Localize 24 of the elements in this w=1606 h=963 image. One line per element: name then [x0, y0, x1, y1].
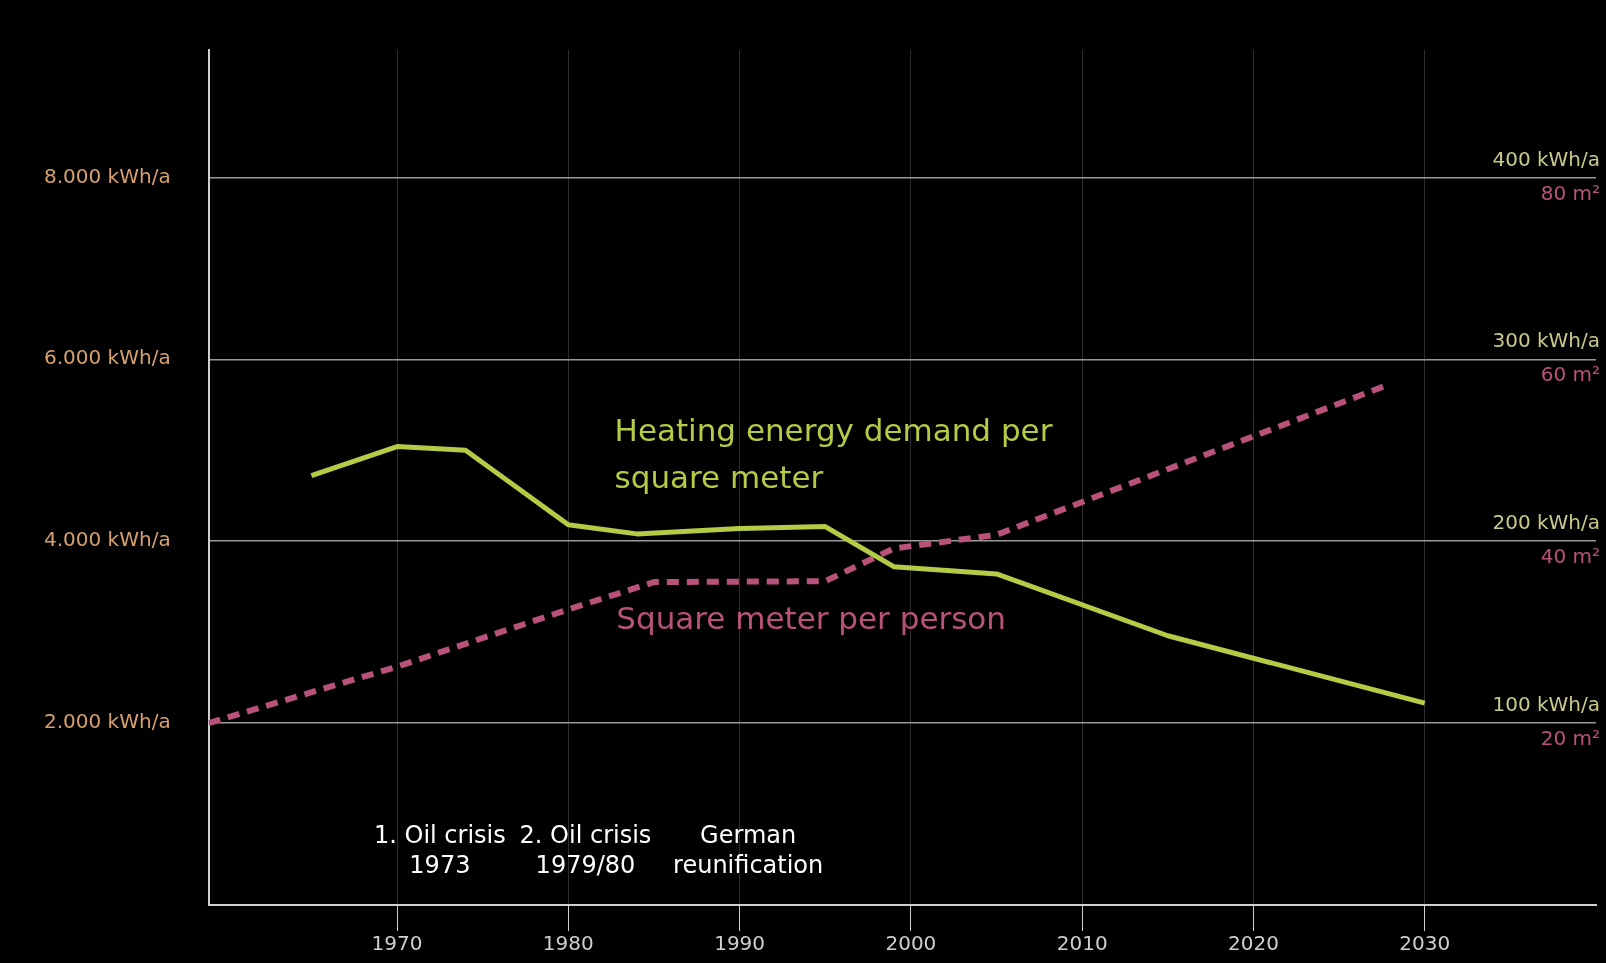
annotation: German reunification [673, 821, 824, 880]
y-tick-label: 2.000 kWh/a [44, 709, 171, 734]
annotation: 2. Oil crisis 1979/80 [519, 821, 652, 880]
x-tick-label: 2000 [885, 931, 937, 956]
x-tick-label: 2010 [1056, 931, 1108, 956]
y-tick-label: 8.000 kWh/a [44, 163, 171, 188]
y3-tick-label: 80 m² [1540, 180, 1600, 205]
series-label: Heating energy demand per square meter [614, 412, 1053, 496]
y3-tick-label: 20 m² [1540, 726, 1600, 751]
x-tick-label: 2030 [1399, 931, 1451, 956]
y2-tick-label: 300 kWh/a [1492, 328, 1600, 353]
y3-tick-label: 40 m² [1540, 544, 1600, 569]
x-tick-label: 1970 [371, 931, 423, 956]
y2-tick-label: 200 kWh/a [1492, 510, 1600, 535]
x-tick-label: 1980 [542, 931, 594, 956]
y-tick-label: 4.000 kWh/a [44, 527, 171, 552]
y2-tick-label: 400 kWh/a [1492, 146, 1600, 171]
y-tick-label: 6.000 kWh/a [44, 345, 171, 370]
x-tick-label: 2020 [1227, 931, 1279, 956]
y3-tick-label: 60 m² [1540, 362, 1600, 387]
y2-tick-label: 100 kWh/a [1492, 692, 1600, 717]
series-label: Square meter per person [616, 599, 1006, 636]
x-tick-label: 1990 [714, 931, 766, 956]
annotation: 1. Oil crisis 1973 [373, 821, 506, 880]
